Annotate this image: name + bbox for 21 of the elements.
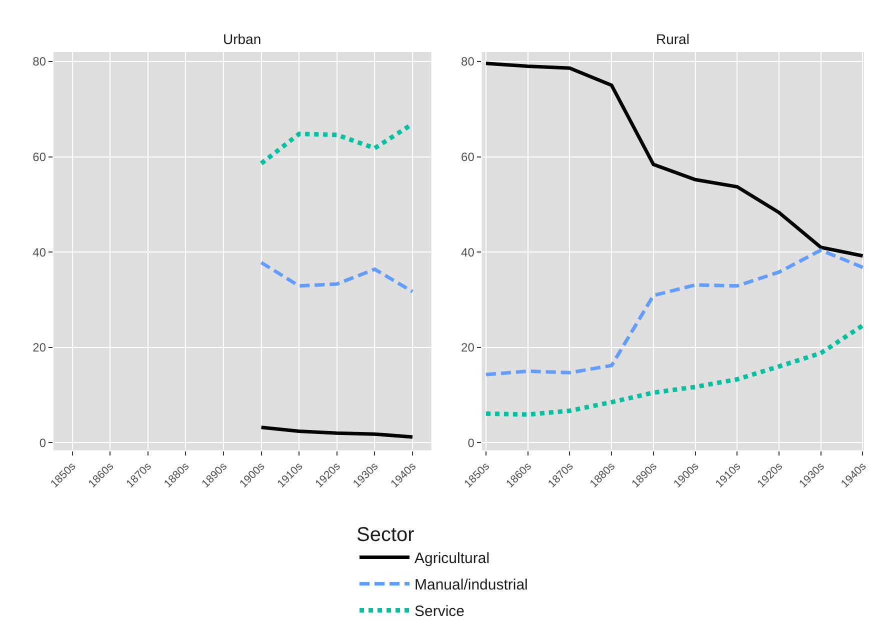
y-tick-label: 80 (32, 54, 46, 69)
legend-label: Manual/industrial (414, 576, 528, 594)
legend-label: Service (414, 603, 465, 620)
line-series (484, 248, 864, 376)
y-tick-label: 0 (39, 436, 46, 450)
line-series (260, 426, 414, 439)
chart-title: Urban (223, 31, 262, 47)
y-tick-label: 60 (461, 150, 475, 164)
line-series (484, 62, 864, 258)
y-tick-label: 40 (32, 245, 46, 260)
chart-title: Rural (656, 31, 690, 47)
legend-title: Sector (356, 524, 415, 546)
y-tick-label: 20 (461, 340, 475, 355)
y-tick-label: 20 (32, 340, 46, 355)
y-tick-label: 0 (468, 436, 475, 450)
y-tick-label: 80 (461, 54, 475, 69)
line-series (484, 323, 864, 417)
legend-label: Agricultural (414, 550, 490, 568)
y-tick-label: 40 (461, 245, 475, 260)
line-series (260, 260, 414, 294)
y-tick-label: 60 (32, 150, 46, 164)
